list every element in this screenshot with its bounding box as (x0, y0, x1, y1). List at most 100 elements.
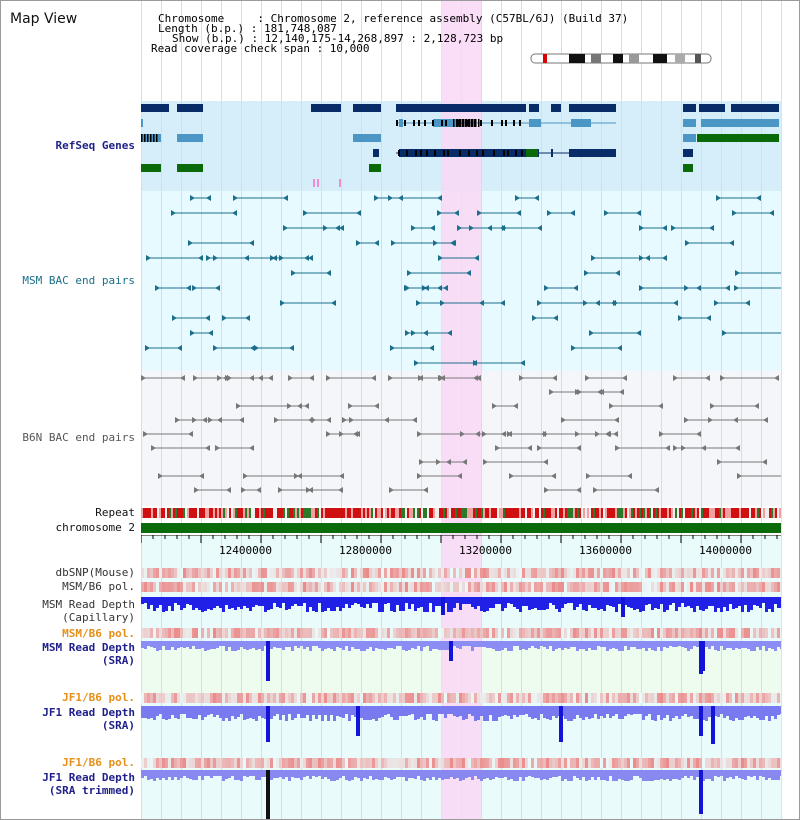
depth-bar (420, 770, 423, 780)
depth-bar (372, 641, 375, 651)
msm-depth-capillary-plot[interactable] (141, 597, 781, 627)
heat-cell (528, 758, 531, 768)
depth-bar (738, 641, 741, 649)
depth-bar (489, 770, 492, 780)
heat-cell (759, 758, 762, 768)
track-label-jf1-depth-sra[interactable]: JF1 Read Depth (42, 706, 135, 719)
jf1-depth-sra-plot[interactable] (141, 706, 781, 746)
bac-end-marker (706, 315, 711, 321)
depth-bar (177, 770, 180, 780)
track-label-chromosome[interactable]: chromosome 2 (55, 521, 135, 534)
heat-cell (621, 568, 624, 578)
repeat-mark (355, 508, 357, 518)
depth-bar (402, 706, 405, 716)
depth-bar (603, 706, 606, 718)
depth-bar (585, 597, 588, 611)
heat-cell (285, 628, 288, 638)
heat-cell (753, 758, 756, 768)
heat-cell (672, 693, 675, 703)
bac-end-marker (501, 431, 506, 437)
depth-bar (768, 706, 771, 721)
heat-cell (684, 628, 687, 638)
depth-bar (324, 770, 327, 777)
track-label-msm-depth-sra-sub: (SRA) (101, 654, 135, 667)
track-label-dbsnp[interactable]: dbSNP(Mouse) (55, 566, 135, 579)
depth-bar (468, 706, 471, 714)
depth-bar (189, 706, 192, 718)
heat-cell (558, 628, 561, 638)
heat-cell (477, 693, 480, 703)
heat-cell (240, 758, 243, 768)
bac-end-marker (769, 210, 774, 216)
highlight-region[interactable] (441, 1, 481, 819)
track-label-msm-bac[interactable]: MSM BAC end pairs (22, 274, 135, 287)
heat-cell (456, 693, 459, 703)
bac-end-marker (414, 360, 419, 366)
track-label-jf1-b6-pol[interactable]: JF1/B6 pol. (62, 691, 135, 704)
track-label-jf1-b6-pol-trim[interactable]: JF1/B6 pol. (62, 756, 135, 769)
heat-cell (474, 628, 477, 638)
chromosome-bar[interactable] (141, 523, 781, 533)
repeat-mark (227, 508, 229, 518)
repeat-mark (169, 508, 171, 518)
bac-end-marker (297, 473, 302, 479)
gene-exon-tick (398, 150, 400, 156)
jf1-depth-trimmed-plot[interactable] (141, 770, 781, 819)
repeat-mark (497, 508, 499, 518)
track-label-refseq[interactable]: RefSeq Genes (55, 139, 135, 152)
track-label-jf1-depth-trimmed[interactable]: JF1 Read Depth (42, 771, 135, 784)
scrollbar-track[interactable] (781, 101, 799, 819)
depth-spike (701, 641, 705, 671)
heat-cell (528, 582, 531, 592)
heat-cell (714, 582, 717, 592)
bac-end-marker (250, 345, 255, 351)
jf1-b6-pol-trim-heat-strip[interactable] (141, 758, 781, 768)
bac-end-marker (515, 195, 520, 201)
gridline (661, 1, 662, 819)
chromosome-ideogram[interactable] (529, 53, 713, 65)
heat-cell (660, 582, 663, 592)
heat-cell (246, 568, 249, 578)
track-label-msm-depth-capillary[interactable]: MSM Read Depth (42, 598, 135, 611)
track-label-msm-b6-pol-sra[interactable]: MSM/B6 pol. (62, 627, 135, 640)
track-label-msm-b6-pol[interactable]: MSM/B6 pol. (62, 580, 135, 593)
depth-bar (690, 641, 693, 649)
repeat-mark (745, 508, 747, 518)
track-label-b6n-bac[interactable]: B6N BAC end pairs (22, 431, 135, 444)
heat-cell (588, 758, 591, 768)
msm-b6-pol-heat-strip[interactable] (141, 582, 781, 592)
heat-cell (264, 628, 267, 638)
msm-depth-sra-plot[interactable] (141, 641, 781, 686)
heat-cell (162, 758, 165, 768)
repeat-mark (317, 508, 319, 518)
heat-cell (450, 693, 453, 703)
heat-cell (678, 568, 681, 578)
bac-end-marker (613, 431, 618, 437)
repeat-mark (513, 508, 515, 518)
bac-end-marker (249, 240, 254, 246)
repeat-mark (289, 508, 291, 518)
track-label-repeat[interactable]: Repeat (95, 506, 135, 519)
depth-bar (462, 770, 465, 780)
heat-cell (555, 582, 558, 592)
repeat-mark (395, 508, 397, 518)
dbsnp-heat-strip[interactable] (141, 568, 781, 578)
b6n-bac-track[interactable] (141, 371, 781, 506)
gene-exon-tick (396, 120, 398, 126)
msm-bac-track[interactable] (141, 191, 781, 371)
depth-bar (765, 597, 768, 612)
track-label-msm-depth-sra[interactable]: MSM Read Depth (42, 641, 135, 654)
jf1-b6-pol-heat-strip[interactable] (141, 693, 781, 703)
bac-end-marker (584, 270, 589, 276)
depth-bar (477, 641, 480, 647)
msm-b6-pol-sra-heat-strip[interactable] (141, 628, 781, 638)
depth-bar (396, 706, 399, 720)
refseq-genes-track[interactable] (141, 101, 781, 191)
repeat-track[interactable] (141, 508, 781, 520)
heat-cell (591, 582, 594, 592)
heat-cell (396, 628, 399, 638)
depth-bar (411, 770, 414, 778)
heat-cell (441, 628, 444, 638)
heat-cell (339, 758, 342, 768)
depth-bar (369, 770, 372, 776)
